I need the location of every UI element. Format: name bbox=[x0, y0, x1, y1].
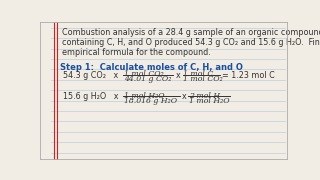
Text: 15.6 g H₂O   x: 15.6 g H₂O x bbox=[63, 93, 119, 102]
Text: 1 mol C: 1 mol C bbox=[183, 70, 214, 78]
Text: x: x bbox=[182, 93, 187, 102]
Text: 2 mol H: 2 mol H bbox=[189, 92, 220, 100]
Text: 18.016 g H₂O: 18.016 g H₂O bbox=[124, 97, 177, 105]
Text: Combustion analysis of a 28.4 g sample of an organic compound: Combustion analysis of a 28.4 g sample o… bbox=[62, 28, 320, 37]
Text: 44.01 g CO₂: 44.01 g CO₂ bbox=[124, 75, 171, 84]
Text: 1 mol CO₂: 1 mol CO₂ bbox=[124, 70, 164, 78]
Text: 1 mol H₂O: 1 mol H₂O bbox=[189, 97, 229, 105]
Text: 1 mol CO₂: 1 mol CO₂ bbox=[183, 75, 223, 84]
Text: = 1.23 mol C: = 1.23 mol C bbox=[222, 71, 275, 80]
Text: x: x bbox=[176, 71, 180, 80]
Text: 54.3 g CO₂   x: 54.3 g CO₂ x bbox=[63, 71, 118, 80]
Text: empirical formula for the compound.: empirical formula for the compound. bbox=[62, 48, 211, 57]
Text: 1 mol H₂O: 1 mol H₂O bbox=[124, 92, 164, 100]
Text: Step 1:  Calculate moles of C, H, and O: Step 1: Calculate moles of C, H, and O bbox=[60, 63, 243, 72]
Text: containing C, H, and O produced 54.3 g CO₂ and 15.6 g H₂O.  Find the: containing C, H, and O produced 54.3 g C… bbox=[62, 38, 320, 47]
